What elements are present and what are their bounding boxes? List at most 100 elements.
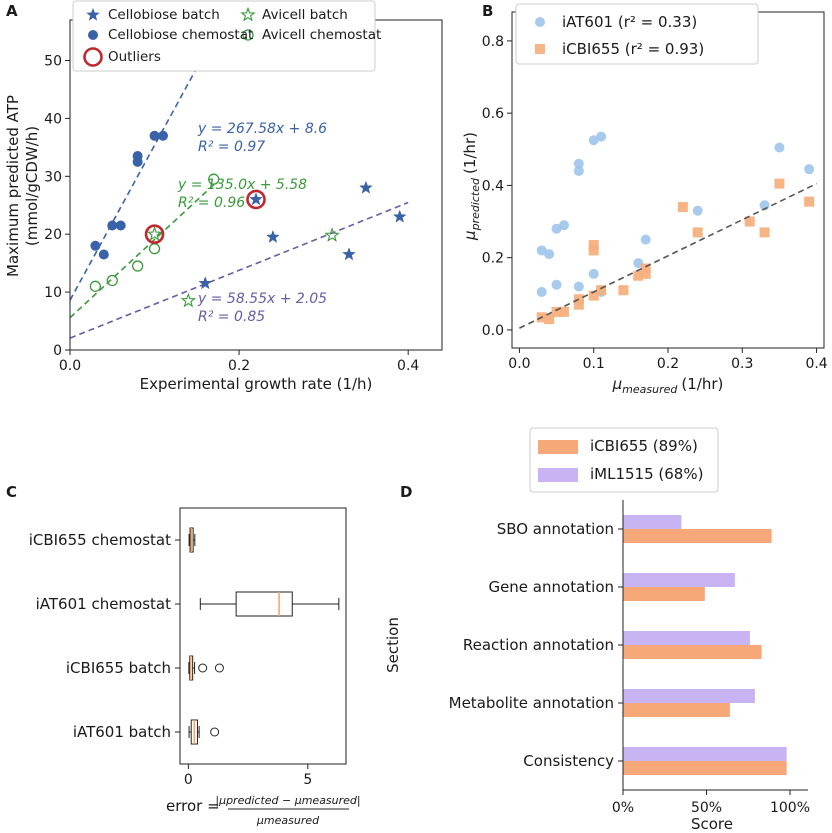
cb_chemo-point-1: [98, 249, 109, 260]
iCBI655-point-19: [804, 196, 815, 207]
box-flier-1: [214, 663, 224, 673]
panel-c-x-axis-label: error = |μpredicted − μmeasured| μmeasur…: [166, 794, 361, 827]
iAT601-point-0: [536, 245, 547, 256]
av_chemo-point-4: [208, 173, 220, 185]
box-1: [199, 591, 340, 617]
x-tick-label: 0.4: [805, 356, 827, 372]
legend-cellobiose-chemostat: Cellobiose chemostat: [108, 27, 253, 43]
bar-icbi655-1: [623, 587, 705, 601]
panel-c-frame: [179, 507, 347, 765]
iCBI655-point-16: [744, 216, 755, 227]
iAT601-point-4: [551, 279, 562, 290]
legend-swatch-icbi655: [538, 440, 578, 454]
iCBI655-point-11: [633, 270, 644, 281]
iAT601-point-17: [692, 205, 703, 216]
panel-a-y-axis-label-line1: Maximum predicted ATP: [4, 95, 22, 277]
bar-iml1515-2: [623, 631, 750, 645]
iCBI655-point-2: [551, 306, 562, 317]
panel-b-x-axis-label: μmeasured (1/hr): [612, 375, 724, 396]
category-label-1: iAT601 chemostat: [36, 595, 171, 613]
legend-swatch-iml1515: [538, 468, 578, 482]
fit-line-1: [69, 184, 215, 319]
error-label-numerator: |μpredicted − μmeasured|: [215, 794, 360, 807]
error-label-prefix: error =: [166, 797, 220, 815]
iCBI655-point-6: [588, 290, 599, 301]
av_chemo-point-0: [89, 280, 102, 292]
fit-eq-cellobiose: y = 267.58x + 8.6: [197, 121, 327, 137]
panel-b-legend: iAT601 (r² = 0.33) iCBI655 (r² = 0.93): [515, 3, 759, 65]
legend-icbi655: iCBI655 (r² = 0.93): [562, 40, 704, 58]
panel-d-plot-area: [623, 515, 787, 775]
iCBI655-point-9: [596, 285, 607, 296]
bar-icbi655-2: [623, 645, 762, 659]
iCBI655-point-15: [692, 227, 703, 238]
legend-outliers: Outliers: [108, 49, 161, 65]
y-tick-label: 0.2: [482, 251, 504, 267]
x-tick-label: 0.2: [657, 356, 679, 372]
panel-d: D iCBI655 (89%) iML1515 (68%) 0% 50% 100% …: [384, 427, 810, 833]
iAT601-point-10: [596, 131, 607, 142]
category-label-3: Metabolite annotation: [449, 694, 614, 712]
fit-r2-avicell: R² = 0.96: [178, 195, 245, 211]
cb_batch-point-3: [342, 247, 356, 261]
fit-line-2: [69, 201, 409, 339]
iCBI655-point-18: [774, 178, 785, 189]
legend-icbi655-score: iCBI655 (89%): [590, 437, 698, 455]
bar-icbi655-0: [623, 529, 772, 543]
panel-d-letter: D: [400, 483, 412, 501]
cb_batch-point-2: [266, 229, 280, 243]
panel-d-axis-ticks: 0% 50% 100%: [612, 528, 810, 816]
panel-a: A 0.0 0.2 0.4 0 10 20 30 40 50 Experimental grow…: [4, 0, 443, 393]
cb_chemo-point-5: [132, 151, 143, 162]
iCBI655-point-10: [618, 285, 629, 296]
panel-b: B 0.0 0.1 0.2 0.3 0.4 0.0 0.2 0.4 0.6 0.8 iAT601 …: [461, 2, 828, 396]
category-label-1: Gene annotation: [488, 578, 614, 596]
legend-iat601: iAT601 (r² = 0.33): [562, 13, 697, 31]
panel-b-plot-area: [519, 32, 817, 329]
panel-b-axis-ticks: 0.0 0.1 0.2 0.3 0.4 0.0 0.2 0.4 0.6 0.8: [482, 34, 828, 372]
iAT601-point-19: [774, 142, 785, 153]
cb_chemo-point-2: [107, 220, 118, 231]
category-label-2: iCBI655 batch: [66, 659, 171, 677]
y-tick-label: 0.4: [482, 178, 504, 194]
iCBI655-point-13: [640, 263, 651, 274]
panel-d-y-axis-label: Section: [384, 617, 402, 673]
panel-d-category-labels: SBO annotation Gene annotation Reaction an…: [449, 520, 614, 770]
panel-a-x-axis-label: Experimental growth rate (1/h): [140, 375, 373, 393]
legend-iml1515-score: iML1515 (68%): [590, 465, 703, 483]
av_batch-point-2: [324, 227, 340, 242]
panel-b-y-axis-label: μpredicted(1/hr): [461, 132, 482, 241]
y-tick-label: 0.8: [482, 34, 504, 50]
x-tick-label: 100%: [770, 800, 810, 816]
av_chemo-point-3: [148, 243, 161, 255]
legend-marker-iat601: [535, 17, 545, 27]
bar-iml1515-4: [623, 747, 787, 761]
cb_batch-point-1: [249, 192, 263, 206]
panel-a-letter: A: [6, 2, 18, 20]
box-flier-0: [210, 727, 220, 737]
iAT601-point-8: [573, 281, 584, 292]
x-tick-label: 50%: [691, 800, 722, 816]
box-0: [188, 527, 196, 553]
bar-iml1515-0: [623, 515, 682, 529]
fit-r2-cellobiose: R² = 0.97: [198, 139, 265, 155]
iCBI655-point-1: [544, 314, 555, 325]
category-label-4: Consistency: [523, 752, 614, 770]
cb_batch-point-5: [392, 209, 407, 223]
iCBI655-point-5: [573, 294, 584, 305]
legend-marker-outliers: [83, 47, 103, 67]
iAT601-point-16: [640, 234, 651, 245]
iAT601-point-7: [573, 165, 584, 176]
bar-iml1515-3: [623, 689, 755, 703]
cb_batch-point-0: [198, 276, 213, 290]
iAT601-point-2: [544, 249, 555, 260]
av_batch-point-0: [146, 226, 163, 241]
y-tick-label: 40: [44, 111, 62, 127]
y-tick-label: 0: [53, 343, 62, 359]
panel-d-x-axis-label: Score: [691, 815, 733, 833]
cb_chemo-point-3: [115, 220, 126, 231]
category-label-2: Reaction annotation: [463, 636, 614, 654]
iCBI655-point-7: [588, 240, 599, 251]
legend-marker-av_chemo: [242, 29, 254, 41]
